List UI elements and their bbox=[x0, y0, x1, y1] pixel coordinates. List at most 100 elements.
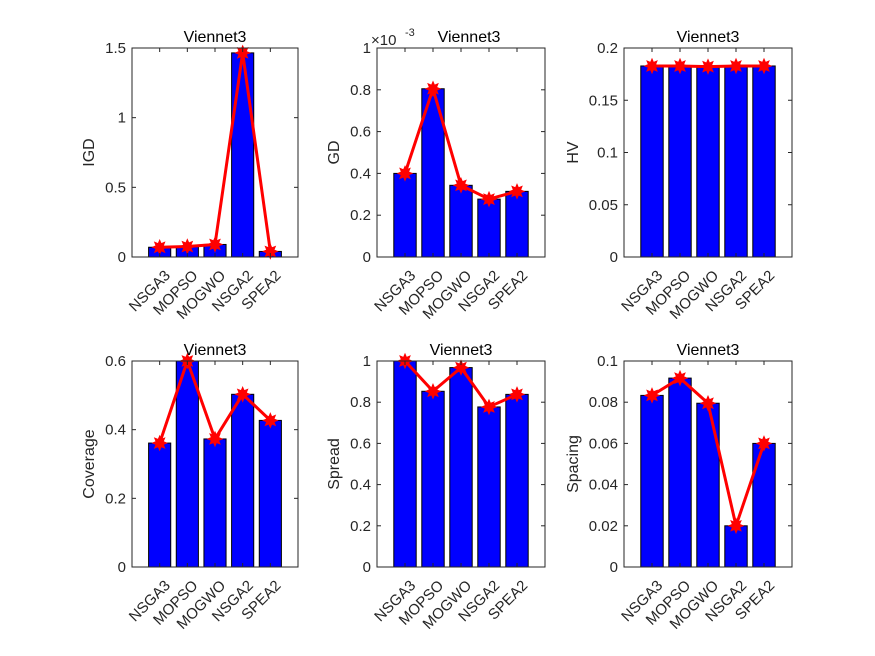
y-tick-label: 0.8 bbox=[350, 82, 371, 99]
bar-mopso bbox=[421, 390, 445, 568]
marker-mogwo bbox=[452, 359, 470, 376]
subplot-spacing: 00.020.040.060.080.1NSGA3MOPSOMOGWONSGA2… bbox=[565, 342, 793, 633]
subplot-hv: 00.050.10.150.2NSGA3MOPSOMOGWONSGA2SPEA2… bbox=[565, 29, 793, 323]
bar-mogwo bbox=[449, 184, 473, 258]
marker-mogwo bbox=[206, 430, 224, 448]
y-tick-label: 0.4 bbox=[350, 165, 371, 182]
plot-title: Viennet3 bbox=[677, 29, 740, 46]
y-tick-label: 0.1 bbox=[597, 145, 618, 162]
marker-nsga3 bbox=[643, 387, 661, 404]
y-tick-label: 0.4 bbox=[350, 477, 371, 494]
y-axis-label: Spacing bbox=[565, 435, 582, 493]
exponent-label: ×10 bbox=[371, 32, 396, 49]
y-axis-label: Spread bbox=[326, 438, 343, 490]
marker-mogwo bbox=[699, 394, 717, 412]
bar-mopso bbox=[175, 360, 199, 568]
y-tick-label: 0.6 bbox=[350, 124, 371, 141]
marker-mogwo bbox=[699, 58, 717, 75]
bar-spea2 bbox=[505, 190, 529, 258]
plot-title: Viennet3 bbox=[430, 342, 493, 359]
bar-mogwo bbox=[696, 66, 720, 258]
subplot-spread: 00.20.40.60.81NSGA3MOPSOMOGWONSGA2SPEA2V… bbox=[326, 342, 546, 633]
y-tick-label: 0.2 bbox=[597, 40, 618, 57]
marker-nsga3 bbox=[151, 238, 168, 256]
y-tick-label: 0.1 bbox=[597, 353, 618, 370]
bar-mogwo bbox=[696, 402, 720, 568]
y-tick-label: 0.08 bbox=[589, 394, 618, 411]
bar-spea2 bbox=[752, 65, 776, 258]
y-tick-label: 0.02 bbox=[589, 518, 618, 535]
y-tick-label: 0.6 bbox=[350, 435, 371, 452]
y-tick-label: 1.5 bbox=[105, 40, 126, 57]
marker-spea2 bbox=[262, 243, 279, 260]
y-tick-label: 0 bbox=[363, 559, 371, 576]
y-tick-label: 0 bbox=[610, 559, 618, 576]
y-tick-label: 0.6 bbox=[105, 353, 126, 370]
y-axis-label: GD bbox=[326, 141, 343, 165]
plot-title: Viennet3 bbox=[184, 29, 247, 46]
bar-spea2 bbox=[505, 393, 529, 568]
bar-nsga2 bbox=[477, 198, 501, 258]
marker-nsga3 bbox=[396, 165, 414, 182]
marker-nsga2 bbox=[480, 190, 498, 208]
marker-nsga2 bbox=[727, 517, 745, 535]
y-tick-label: 0.5 bbox=[105, 179, 126, 196]
marker-mopso bbox=[179, 238, 196, 255]
marker-nsga2 bbox=[727, 57, 745, 75]
y-tick-label: 0.15 bbox=[589, 92, 618, 109]
y-tick-label: 0.04 bbox=[589, 477, 618, 494]
bar-mogwo bbox=[449, 367, 473, 568]
marker-nsga3 bbox=[151, 434, 168, 452]
marker-mopso bbox=[671, 57, 689, 75]
marker-mopso bbox=[671, 369, 689, 387]
marker-mogwo bbox=[206, 236, 224, 253]
exponent-power: -3 bbox=[405, 27, 415, 39]
y-tick-label: 0.05 bbox=[589, 197, 618, 214]
y-tick-label: 0 bbox=[610, 249, 618, 266]
y-tick-label: 0 bbox=[363, 249, 371, 266]
bar-nsga3 bbox=[640, 65, 664, 258]
bar-nsga2 bbox=[231, 52, 255, 258]
y-tick-label: 0.2 bbox=[350, 518, 371, 535]
bar-nsga3 bbox=[393, 172, 417, 258]
marker-spea2 bbox=[508, 386, 526, 403]
marker-nsga2 bbox=[234, 386, 251, 403]
y-tick-label: 1 bbox=[118, 110, 126, 127]
marker-nsga2 bbox=[480, 398, 498, 416]
y-tick-label: 1 bbox=[363, 353, 371, 370]
y-tick-label: 0.4 bbox=[105, 422, 126, 439]
bar-nsga3 bbox=[393, 360, 417, 568]
bar-nsga2 bbox=[724, 65, 748, 258]
subplot-coverage: 00.20.40.6NSGA3MOPSOMOGWONSGA2SPEA2Vienn… bbox=[81, 342, 299, 633]
y-tick-label: 0.8 bbox=[350, 394, 371, 411]
marker-mopso bbox=[424, 80, 442, 98]
y-axis-label: IGD bbox=[81, 138, 98, 166]
bar-mopso bbox=[668, 65, 692, 258]
y-tick-label: 0.06 bbox=[589, 435, 618, 452]
bar-nsga2 bbox=[231, 393, 255, 568]
marker-mogwo bbox=[452, 177, 470, 194]
plot-title: Viennet3 bbox=[438, 29, 501, 46]
bar-mopso bbox=[668, 377, 692, 568]
y-tick-label: 0 bbox=[118, 249, 126, 266]
bar-spea2 bbox=[258, 419, 282, 568]
bar-nsga2 bbox=[477, 406, 501, 568]
y-axis-label: HV bbox=[565, 141, 582, 164]
marker-nsga3 bbox=[643, 57, 661, 75]
plot-title: Viennet3 bbox=[184, 342, 247, 359]
plot-area bbox=[132, 48, 298, 257]
y-tick-label: 0.2 bbox=[105, 490, 126, 507]
marker-spea2 bbox=[508, 183, 526, 200]
marker-mopso bbox=[424, 383, 442, 400]
y-tick-label: 0 bbox=[118, 559, 126, 576]
bar-mogwo bbox=[203, 438, 227, 568]
bar-nsga3 bbox=[148, 442, 172, 568]
marker-spea2 bbox=[755, 435, 773, 452]
bar-nsga3 bbox=[640, 394, 664, 568]
y-tick-label: 1 bbox=[363, 40, 371, 57]
marker-spea2 bbox=[755, 57, 773, 75]
marker-nsga2 bbox=[234, 44, 251, 62]
plot-title: Viennet3 bbox=[677, 342, 740, 359]
